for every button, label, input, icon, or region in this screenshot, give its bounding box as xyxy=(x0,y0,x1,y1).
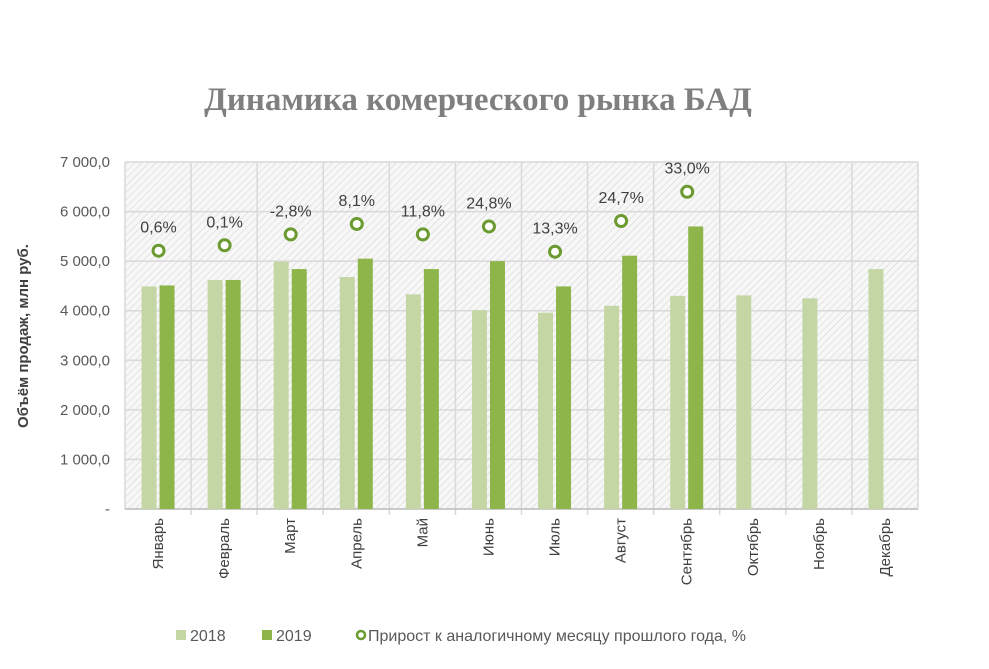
bar-2018 xyxy=(604,305,620,509)
x-category-label: Октябрь xyxy=(745,518,762,576)
y-tick-label: 2 000,0 xyxy=(60,402,110,419)
bar-2018 xyxy=(471,310,487,509)
bar-2019 xyxy=(622,255,638,509)
x-category-label: Ноябрь xyxy=(811,518,828,570)
y-tick-label: 5 000,0 xyxy=(60,253,110,270)
legend-label-2019: 2019 xyxy=(276,628,312,645)
legend-label-growth: Прирост к аналогичному месяцу прошлого г… xyxy=(368,628,746,645)
bar-2019 xyxy=(357,258,373,509)
y-tick-label: 1 000,0 xyxy=(60,451,110,468)
x-category-label: Июнь xyxy=(480,518,497,556)
bar-2019 xyxy=(159,285,175,509)
growth-data-label: 33,0% xyxy=(665,161,710,178)
legend-swatch-2019 xyxy=(262,630,272,640)
growth-data-label: 0,6% xyxy=(140,220,176,237)
bar-2018 xyxy=(802,298,818,509)
bar-2019 xyxy=(556,286,572,509)
growth-marker xyxy=(548,244,563,259)
y-tick-label: - xyxy=(105,501,110,518)
bar-2019 xyxy=(225,279,241,509)
x-category-label: Август xyxy=(613,518,630,563)
bar-2018 xyxy=(141,286,157,509)
bar-2019 xyxy=(423,269,439,509)
bar-2018 xyxy=(207,279,223,509)
legend-swatch-2018 xyxy=(176,630,186,640)
x-category-label: Февраль xyxy=(216,518,233,579)
growth-marker xyxy=(217,238,232,253)
growth-data-label: 0,1% xyxy=(206,214,242,231)
growth-marker xyxy=(614,213,629,228)
legend-marker-growth xyxy=(355,629,367,641)
bar-2018 xyxy=(339,277,355,509)
growth-marker xyxy=(349,216,364,231)
x-category-label: Май xyxy=(414,518,431,547)
bar-2019 xyxy=(489,261,505,509)
growth-data-label: 13,3% xyxy=(532,221,577,238)
y-tick-label: 4 000,0 xyxy=(60,303,110,320)
bar-2019 xyxy=(291,269,307,509)
x-category-label: Сентябрь xyxy=(679,518,696,585)
x-category-label: Декабрь xyxy=(877,518,894,577)
bar-2018 xyxy=(868,269,884,509)
growth-data-label: 11,8% xyxy=(401,203,445,220)
growth-marker xyxy=(151,243,166,258)
growth-data-label: 8,1% xyxy=(339,193,375,210)
x-category-label: Июль xyxy=(547,518,564,556)
x-category-label: Апрель xyxy=(348,518,365,569)
growth-data-label: 24,8% xyxy=(466,195,511,212)
y-tick-label: 6 000,0 xyxy=(60,204,110,221)
growth-marker xyxy=(415,227,430,242)
bar-2018 xyxy=(670,295,686,509)
growth-marker xyxy=(283,227,298,242)
bar-2018 xyxy=(405,294,421,509)
bar-2018 xyxy=(736,295,752,509)
growth-marker xyxy=(481,219,496,234)
bar-2019 xyxy=(688,226,704,509)
growth-data-label: -2,8% xyxy=(270,203,312,220)
legend-label-2018: 2018 xyxy=(190,628,226,645)
growth-data-label: 24,7% xyxy=(598,190,643,207)
bar-2018 xyxy=(273,261,289,509)
y-tick-label: 3 000,0 xyxy=(60,352,110,369)
bar-2018 xyxy=(538,312,554,509)
growth-marker xyxy=(680,184,695,199)
chart-title: Динамика комерческого рынка БАД xyxy=(204,82,752,118)
y-tick-label: 7 000,0 xyxy=(60,154,110,171)
x-category-label: Январь xyxy=(150,518,167,570)
x-category-label: Март xyxy=(282,518,299,554)
y-axis-label: Объём продаж, млн руб. xyxy=(15,244,32,428)
